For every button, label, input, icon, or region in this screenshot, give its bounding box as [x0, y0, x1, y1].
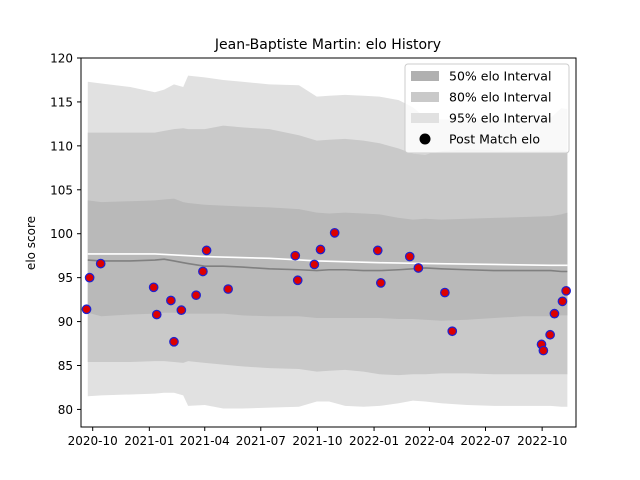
post-match-point-26 — [545, 329, 555, 340]
axes: 80 85 90 95 100 105 110 115 120 2020-10 2021-01 202… — [50, 52, 577, 448]
post-match-point-20 — [404, 251, 415, 262]
post-match-point-6 — [166, 295, 176, 306]
post-match-point-5 — [151, 309, 162, 320]
post-match-point-28 — [557, 296, 568, 307]
legend-swatch-95-elo-interval — [411, 113, 439, 123]
legend-label-80-elo-interval: 80% elo Interval — [449, 90, 551, 105]
post-match-point-2 — [84, 272, 95, 283]
y-tick-label-95: 95 — [58, 271, 73, 285]
post-match-point-16 — [315, 244, 326, 255]
y-tick-label-120: 120 — [50, 52, 73, 66]
legend-label-95-elo-interval: 95% elo Interval — [449, 111, 551, 126]
post-match-point-25 — [538, 345, 549, 356]
post-match-point-10 — [198, 266, 208, 277]
post-match-point-29 — [561, 285, 572, 296]
post-match-point-23 — [447, 326, 458, 337]
post-match-point-22 — [440, 287, 450, 298]
post-match-point-7 — [169, 336, 179, 347]
post-match-point-1 — [81, 304, 92, 315]
mean-elo-line — [87, 258, 568, 273]
post-match-point-17 — [329, 227, 340, 238]
y-tick-label-100: 100 — [50, 227, 73, 241]
post-match-point-15 — [309, 259, 320, 270]
x-tick-label-2021-04: 2021-04 — [180, 434, 230, 448]
legend-marker-post-match-elo — [419, 133, 431, 145]
reference-elo-line — [87, 253, 568, 267]
legend-label-50-elo-interval: 50% elo Interval — [449, 69, 551, 84]
y-tick-label-105: 105 — [50, 183, 73, 197]
legend-box — [404, 63, 570, 154]
plot-frame — [80, 57, 577, 428]
x-tick-label-2020-10: 2020-10 — [68, 434, 118, 448]
post-match-point-13 — [290, 250, 301, 261]
post-match-point-12 — [223, 284, 233, 294]
x-tick-label-2022-07: 2022-07 — [460, 434, 510, 448]
legend-label-post-match-elo: Post Match elo — [449, 132, 540, 147]
legend-swatch-50-elo-interval — [411, 71, 439, 81]
post-match-point-11 — [201, 245, 212, 256]
legend-swatch-80-elo-interval — [411, 92, 439, 102]
x-tick-label-2021-10: 2021-10 — [292, 434, 342, 448]
post-match-point-14 — [292, 275, 303, 286]
x-tick-label-2022-04: 2022-04 — [404, 434, 454, 448]
post-match-point-19 — [375, 278, 386, 288]
post-match-point-21 — [413, 263, 424, 273]
y-axis-label: elo score — [24, 216, 38, 270]
post-match-point-3 — [95, 258, 106, 269]
post-match-point-8 — [176, 305, 187, 315]
post-match-point-4 — [148, 282, 159, 293]
y-tick-label-85: 85 — [58, 359, 73, 373]
post-match-point-27 — [549, 308, 560, 319]
plot-area — [81, 75, 572, 409]
y-tick-label-115: 115 — [50, 95, 73, 109]
y-tick-label-80: 80 — [58, 403, 73, 417]
post-match-point-9 — [191, 290, 201, 301]
x-tick-label-2022-01: 2022-01 — [349, 434, 399, 448]
chart-title: Jean-Baptiste Martin: elo History — [214, 37, 441, 53]
legend: 50% elo Interval 80% elo Interval 95% elo … — [404, 63, 570, 154]
y-tick-label-110: 110 — [50, 139, 73, 153]
x-tick-label-2022-10: 2022-10 — [517, 434, 567, 448]
x-tick-label-2021-01: 2021-01 — [124, 434, 174, 448]
y-tick-label-90: 90 — [58, 315, 73, 329]
post-match-point-18 — [372, 245, 383, 256]
x-tick-label-2021-07: 2021-07 — [236, 434, 286, 448]
